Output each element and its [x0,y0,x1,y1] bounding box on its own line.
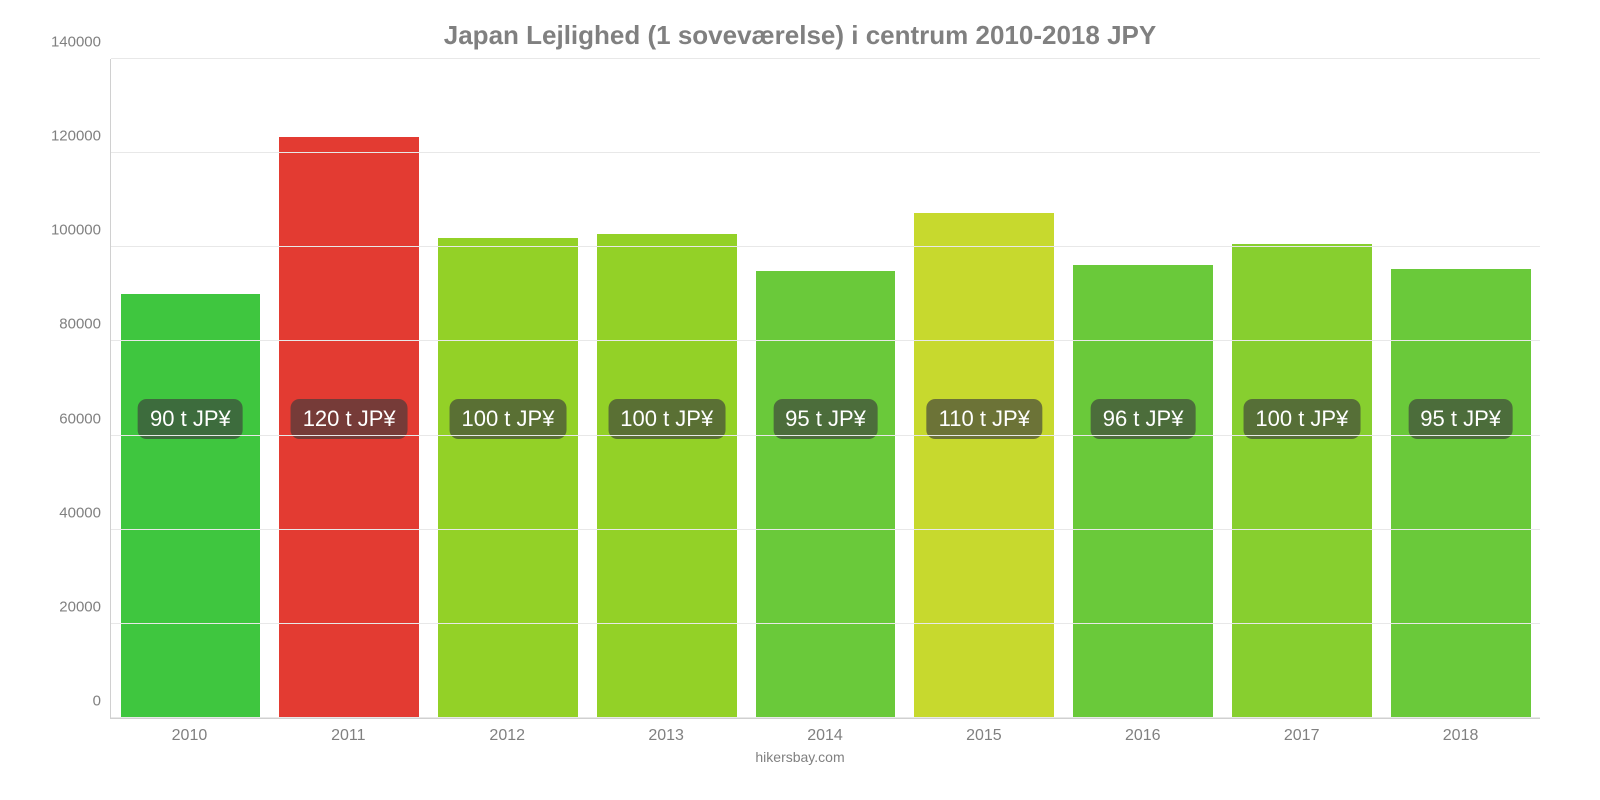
bar-slot: 100 t JP¥ [587,59,746,718]
y-axis-label: 0 [41,693,101,710]
bar [1073,265,1213,718]
x-axis-label: 2013 [587,719,746,745]
gridline [111,529,1540,530]
gridline [111,246,1540,247]
gridline [111,58,1540,59]
x-axis-labels: 201020112012201320142015201620172018 [110,719,1540,745]
y-axis-label: 40000 [41,504,101,521]
bar [1391,269,1531,718]
bar-slot: 100 t JP¥ [429,59,588,718]
bar-slot: 120 t JP¥ [270,59,429,718]
x-axis-label: 2012 [428,719,587,745]
bar [914,213,1054,718]
chart-footer: hikersbay.com [40,749,1560,765]
bar-slot: 95 t JP¥ [746,59,905,718]
bar-slot: 90 t JP¥ [111,59,270,718]
y-axis-label: 60000 [41,410,101,427]
x-axis-label: 2011 [269,719,428,745]
chart-title: Japan Lejlighed (1 soveværelse) i centru… [40,20,1560,51]
bar [756,271,896,718]
y-axis-label: 140000 [41,34,101,51]
x-axis-label: 2016 [1063,719,1222,745]
gridline [111,152,1540,153]
x-axis-label: 2018 [1381,719,1540,745]
gridline [111,717,1540,718]
x-axis-label: 2017 [1222,719,1381,745]
bar [438,238,578,718]
bar-slot: 110 t JP¥ [905,59,1064,718]
bar [121,294,261,718]
gridline [111,340,1540,341]
bars-group: 90 t JP¥ 120 t JP¥ 100 t JP¥ 100 t JP¥ 95 t … [111,59,1540,718]
y-axis-label: 80000 [41,316,101,333]
x-axis-label: 2014 [746,719,905,745]
bar [1232,244,1372,718]
bar-value-label: 100 t JP¥ [608,399,725,439]
bar-value-label: 96 t JP¥ [1091,399,1196,439]
bar-value-label: 120 t JP¥ [291,399,408,439]
bar-value-label: 95 t JP¥ [1408,399,1513,439]
y-axis-label: 20000 [41,598,101,615]
bar-value-label: 100 t JP¥ [1243,399,1360,439]
bar-slot: 96 t JP¥ [1064,59,1223,718]
gridline [111,435,1540,436]
chart-container: Japan Lejlighed (1 soveværelse) i centru… [0,0,1600,800]
x-axis-label: 2015 [904,719,1063,745]
y-axis-label: 120000 [41,128,101,145]
gridline [111,623,1540,624]
plot-area: 90 t JP¥ 120 t JP¥ 100 t JP¥ 100 t JP¥ 95 t … [110,59,1540,719]
x-axis-label: 2010 [110,719,269,745]
bar-slot: 100 t JP¥ [1222,59,1381,718]
bar-slot: 95 t JP¥ [1381,59,1540,718]
y-axis-label: 100000 [41,222,101,239]
bar-value-label: 110 t JP¥ [927,399,1042,439]
bar-value-label: 95 t JP¥ [773,399,878,439]
bar-value-label: 100 t JP¥ [449,399,566,439]
bar-value-label: 90 t JP¥ [138,399,243,439]
bar [597,234,737,718]
